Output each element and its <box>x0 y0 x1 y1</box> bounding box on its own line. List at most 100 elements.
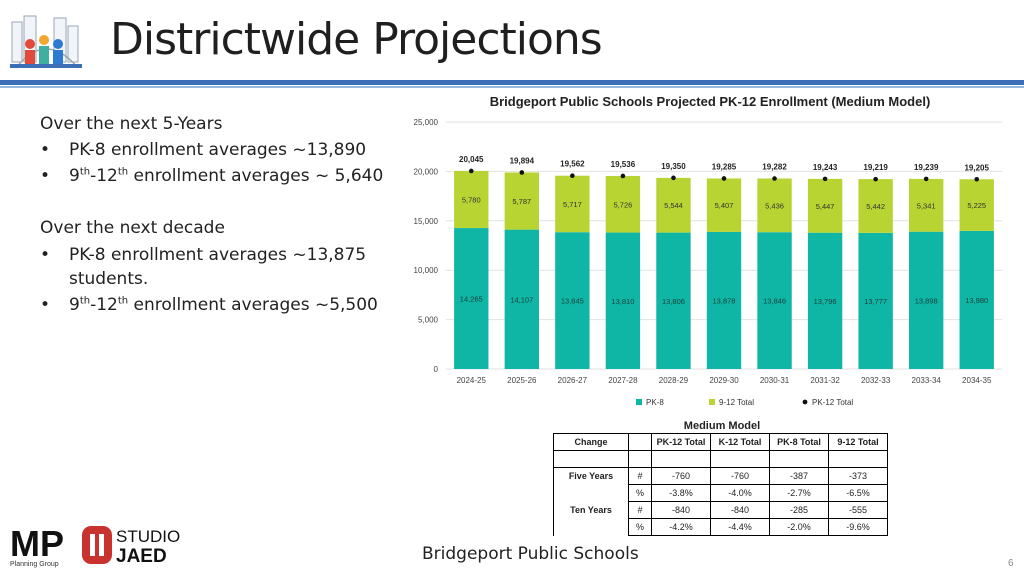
total-point <box>923 176 929 182</box>
value-cell: -760 <box>651 467 711 485</box>
data-label-912: 5,341 <box>917 201 936 210</box>
data-label-pk8: 13,777 <box>864 297 887 306</box>
jaed-logo-text: JAED <box>116 546 167 566</box>
bar-pk8 <box>807 232 843 369</box>
header-rule <box>0 80 1024 85</box>
spacer-cell <box>651 450 711 468</box>
data-label-pk8: 13,796 <box>814 297 837 306</box>
decade-heading: Over the next decade <box>40 218 225 239</box>
row-label: Five Years <box>553 467 629 485</box>
value-cell: -4.0% <box>710 484 770 502</box>
table-row: % -3.8% -4.0% -2.7% -6.5% <box>553 484 888 502</box>
data-label-total: 19,243 <box>813 163 838 172</box>
data-label-total: 19,285 <box>712 162 737 171</box>
bar-912 <box>807 178 843 233</box>
data-label-pk8: 14,107 <box>510 295 533 304</box>
data-label-912: 5,544 <box>664 201 683 210</box>
bar-912 <box>757 178 792 233</box>
row-label <box>553 484 629 502</box>
value-cell: -760 <box>710 467 770 485</box>
decade-pk8-bullet: PK-8 enrollment averages ~13,875 student… <box>40 243 400 291</box>
data-label-total: 19,282 <box>762 162 787 171</box>
bar-pk8 <box>706 231 742 369</box>
ordinal-suffix: th <box>79 295 91 307</box>
spacer-cell <box>769 450 829 468</box>
x-tick-label: 2033-34 <box>912 376 942 385</box>
x-tick-label: 2024-25 <box>457 376 487 385</box>
bar-912 <box>908 178 944 232</box>
data-label-total: 19,536 <box>611 160 636 169</box>
mp-planning-group-logo: MP Planning Group <box>10 523 64 568</box>
table-row: Five Years # -760 -760 -387 -373 <box>553 467 888 485</box>
data-label-912: 5,407 <box>715 201 734 210</box>
grade-start: 9 <box>69 166 80 187</box>
bar-pk8 <box>959 230 994 369</box>
value-cell: -373 <box>828 467 888 485</box>
bar-pk8 <box>858 232 893 369</box>
data-label-912: 5,787 <box>512 197 531 206</box>
value-cell: -285 <box>769 501 829 519</box>
bar-pk8 <box>454 228 489 369</box>
data-label-total: 19,205 <box>964 163 989 172</box>
value-cell: -2.7% <box>769 484 829 502</box>
y-tick-label: 10,000 <box>414 266 439 275</box>
bar-912 <box>656 177 691 233</box>
unit-cell: % <box>628 518 652 536</box>
x-tick-label: 2030-31 <box>760 376 790 385</box>
data-label-912: 5,780 <box>462 196 481 205</box>
bar-pk8 <box>605 232 641 369</box>
row-label: Ten Years <box>553 501 629 519</box>
row-label <box>553 518 629 536</box>
five-year-pk8-bullet: PK-8 enrollment averages ~13,890 <box>40 138 400 162</box>
data-label-912: 5,447 <box>816 202 835 211</box>
total-point <box>721 176 727 181</box>
legend-swatch <box>636 399 642 405</box>
enrollment-chart: 0 5,000 10,000 15,000 20,000 25,000 14,265 5,78… <box>414 118 1002 407</box>
value-cell: -6.5% <box>828 484 888 502</box>
enrollment-average-text: enrollment averages ~5,500 <box>128 294 378 315</box>
data-label-912: 5,717 <box>563 200 582 209</box>
grade-start: 9 <box>69 294 80 315</box>
data-label-total: 20,045 <box>459 155 484 164</box>
data-label-total: 19,562 <box>560 160 585 169</box>
value-cell: -3.8% <box>651 484 711 502</box>
enrollment-average-text: enrollment averages ~ 5,640 <box>128 166 384 187</box>
total-point <box>873 176 878 182</box>
x-tick-label: 2031-32 <box>810 376 840 385</box>
data-label-pk8: 13,980 <box>965 296 988 305</box>
unit-cell: # <box>628 501 652 519</box>
table-spacer-row <box>553 450 888 468</box>
bar-912 <box>605 175 641 233</box>
value-cell: -840 <box>710 501 770 519</box>
data-label-912: 5,726 <box>614 200 633 209</box>
total-point <box>671 175 676 181</box>
data-label-pk8: 13,878 <box>713 296 736 305</box>
header-cell: Change <box>553 433 629 451</box>
bar-912 <box>504 172 540 230</box>
bar-pk8 <box>757 232 792 369</box>
data-label-pk8: 13,806 <box>662 297 685 306</box>
total-point <box>822 176 828 182</box>
spacer-cell <box>828 450 888 468</box>
x-tick-label: 2026-27 <box>558 376 588 385</box>
bar-912 <box>454 170 489 229</box>
bar-pk8 <box>908 231 944 369</box>
bar-912 <box>706 178 742 232</box>
x-tick-label: 2028-29 <box>659 376 689 385</box>
value-cell: -840 <box>651 501 711 519</box>
bar-912 <box>959 179 994 231</box>
legend-marker <box>802 399 808 405</box>
decade-912-bullet: 9th-12th enrollment averages ~5,500 <box>40 293 400 317</box>
header-cell: PK-12 Total <box>651 433 711 451</box>
value-cell: -4.4% <box>710 518 770 536</box>
y-tick-label: 15,000 <box>414 217 439 226</box>
x-tick-label: 2027-28 <box>608 376 638 385</box>
spacer-cell <box>628 450 652 468</box>
legend-label: PK-12 Total <box>812 398 853 407</box>
table-row: % -4.2% -4.4% -2.0% -9.6% <box>553 518 888 536</box>
total-point <box>974 176 980 182</box>
bar-pk8 <box>555 232 590 369</box>
legend-swatch <box>709 399 715 405</box>
value-cell: -555 <box>828 501 888 519</box>
ordinal-suffix: th <box>117 166 129 178</box>
